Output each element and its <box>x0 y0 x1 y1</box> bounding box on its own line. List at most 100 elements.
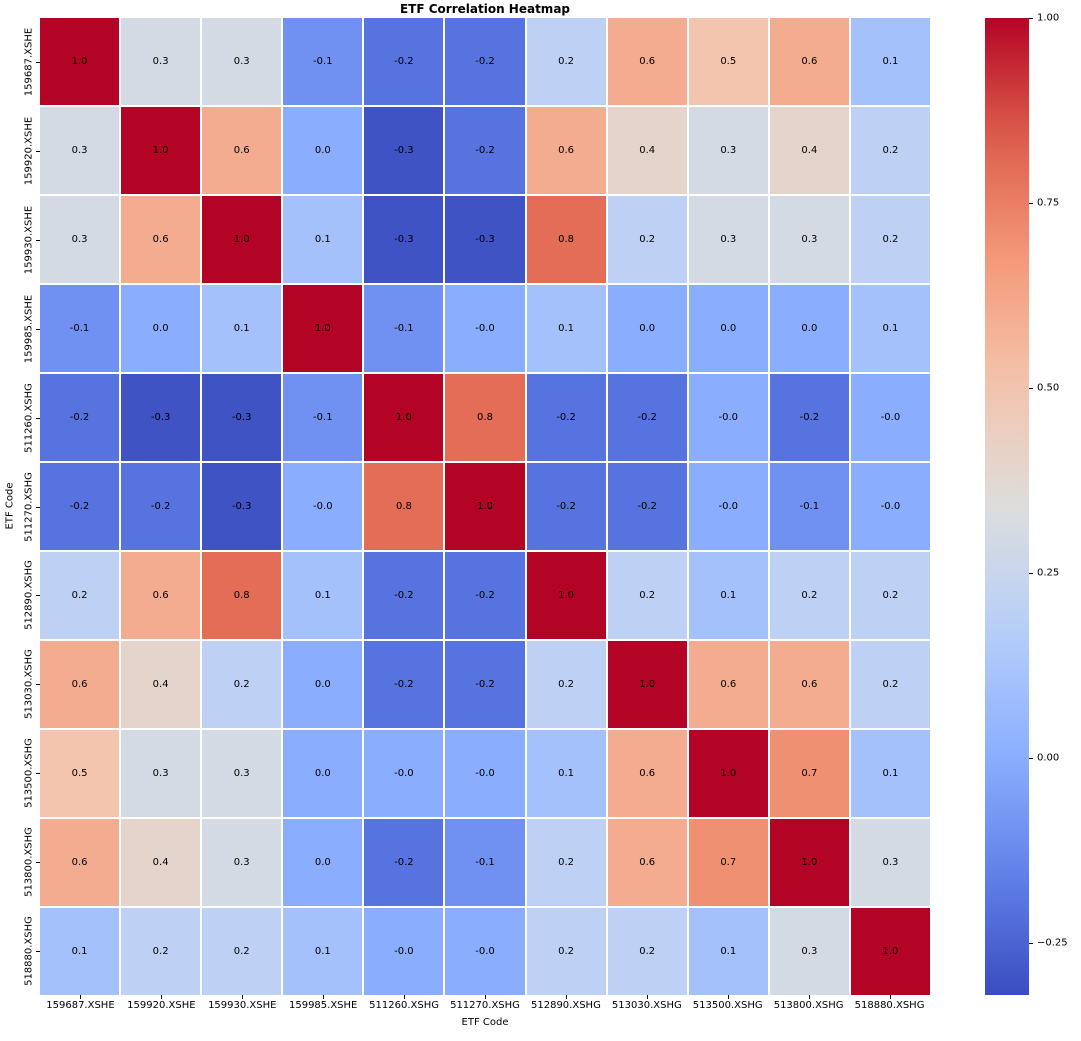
x-tick-mark <box>889 995 891 999</box>
heatmap-cell: -0.2 <box>769 374 849 461</box>
heatmap-cell: -0.0 <box>283 463 363 550</box>
colorbar: 1.00 0.75 0.50 0.25 0.00 −0.25 <box>985 13 1068 995</box>
heatmap-cell: 0.1 <box>526 285 606 372</box>
colorbar-tick-label: 0.75 <box>1037 197 1060 209</box>
x-tick-mark <box>808 995 810 999</box>
heatmap-cell: 0.4 <box>121 819 201 906</box>
heatmap-cell: 0.3 <box>769 908 849 995</box>
x-tick-label: 159920.XSHE <box>127 1000 196 1011</box>
x-tick-label: 513500.XSHG <box>692 1000 763 1011</box>
y-tick-label: 511270.XSHG <box>23 471 35 542</box>
heatmap-cell: 0.0 <box>283 641 363 728</box>
heatmap-cell: -0.2 <box>364 641 444 728</box>
heatmap-cell: -0.2 <box>121 463 201 550</box>
heatmap-cell: 0.4 <box>607 107 687 194</box>
y-tick-mark <box>36 684 40 686</box>
heatmap-cell: 1.0 <box>769 819 849 906</box>
y-tick-label: 513800.XSHG <box>23 826 35 897</box>
colorbar-tick-label: −0.25 <box>1037 937 1068 949</box>
heatmap-cell: -0.2 <box>526 463 606 550</box>
heatmap-cell: 0.1 <box>40 908 120 995</box>
colorbar-tick-label: 0.25 <box>1037 567 1060 579</box>
x-tick-label: 513800.XSHG <box>773 1000 844 1011</box>
x-tick-mark <box>242 995 244 999</box>
x-tick-mark <box>485 995 486 999</box>
y-tick-label: 513030.XSHG <box>23 649 35 720</box>
heatmap-cell: -0.2 <box>40 374 120 461</box>
colorbar-tick-label: 1.00 <box>1037 12 1060 24</box>
heatmap-cell: 0.7 <box>769 730 849 817</box>
y-tick-mark <box>36 506 40 508</box>
y-tick-label: 518880.XSHG <box>23 915 35 986</box>
heatmap-cell: 0.6 <box>526 107 606 194</box>
colorbar-tick-mark <box>1029 573 1033 575</box>
heatmap-cell: 0.4 <box>769 107 849 194</box>
x-tick-mark <box>727 995 729 999</box>
heatmap-cell: 0.1 <box>283 196 363 283</box>
heatmap-cell: 0.6 <box>121 196 201 283</box>
heatmap-cell: 0.5 <box>40 730 120 817</box>
y-tick-mark <box>36 62 40 64</box>
heatmap-cell: -0.1 <box>769 463 849 550</box>
heatmap-cell: -0.1 <box>40 285 120 372</box>
heatmap-cell: 0.0 <box>283 819 363 906</box>
heatmap-cell: 0.3 <box>121 730 201 817</box>
heatmap-cell: -0.0 <box>688 374 768 461</box>
heatmap-cell: 0.6 <box>607 819 687 906</box>
heatmap-cell: -0.1 <box>445 819 525 906</box>
y-tick-mark <box>36 861 40 863</box>
y-tick-mark <box>36 417 40 419</box>
heatmap-cell: 0.0 <box>769 285 849 372</box>
heatmap-cell: 0.1 <box>526 730 606 817</box>
heatmap-cell: 1.0 <box>202 196 282 283</box>
x-tick-label: 159687.XSHE <box>46 1000 115 1011</box>
heatmap-cell: -0.1 <box>364 285 444 372</box>
heatmap-cell: 0.8 <box>202 552 282 639</box>
y-tick-mark <box>36 328 40 330</box>
heatmap-cell: 0.1 <box>283 552 363 639</box>
heatmap-cell: 0.6 <box>769 641 849 728</box>
heatmap-cell: 0.1 <box>283 908 363 995</box>
heatmap-cell: 0.0 <box>283 107 363 194</box>
x-tick-mark <box>646 995 648 999</box>
heatmap-cell: -0.2 <box>607 463 687 550</box>
heatmap-cell: -0.0 <box>364 908 444 995</box>
heatmap-cell: -0.0 <box>364 730 444 817</box>
y-tick-label: 511260.XSHG <box>23 382 35 453</box>
x-axis-label: ETF Code <box>461 1017 509 1028</box>
heatmap-cell: 1.0 <box>850 908 930 995</box>
heatmap-cell: -0.0 <box>445 908 525 995</box>
x-tick-label: 159985.XSHE <box>288 1000 358 1011</box>
heatmap-cell: 0.6 <box>688 641 768 728</box>
heatmap-cell: -0.2 <box>40 463 120 550</box>
colorbar-tick-mark <box>1029 203 1033 205</box>
heatmap-cell: -0.2 <box>607 374 687 461</box>
heatmap-cell: 0.1 <box>850 730 930 817</box>
heatmap-cell: 0.3 <box>688 107 768 194</box>
heatmap-cell: 0.6 <box>202 107 282 194</box>
heatmap-cell: 0.3 <box>202 819 282 906</box>
heatmap-cell: 0.5 <box>688 18 768 105</box>
heatmap-cell: -0.1 <box>283 18 363 105</box>
heatmap-cell: -0.0 <box>850 463 930 550</box>
heatmap-cell: 0.3 <box>40 196 120 283</box>
heatmap-cell: 0.3 <box>688 196 768 283</box>
heatmap-cell: 1.0 <box>364 374 444 461</box>
heatmap-cell: 0.3 <box>202 730 282 817</box>
heatmap-cell: -0.2 <box>526 374 606 461</box>
colorbar-gradient <box>985 18 1029 995</box>
y-tick-label: 159920.XSHE <box>23 117 35 186</box>
y-tick-mark <box>36 772 40 774</box>
heatmap-cell: 0.0 <box>607 285 687 372</box>
heatmap-cell: 1.0 <box>526 552 606 639</box>
y-tick-label: 159985.XSHE <box>23 294 35 364</box>
heatmap-cell: 0.6 <box>607 18 687 105</box>
x-tick-mark <box>161 995 163 999</box>
heatmap-cell: 0.8 <box>526 196 606 283</box>
x-tick-mark <box>80 995 82 999</box>
heatmap-cell: 0.2 <box>769 552 849 639</box>
heatmap-cell: 0.4 <box>121 641 201 728</box>
heatmap-cell: 0.6 <box>607 730 687 817</box>
heatmap-cell: -0.3 <box>364 196 444 283</box>
heatmap-cell: 1.0 <box>283 285 363 372</box>
